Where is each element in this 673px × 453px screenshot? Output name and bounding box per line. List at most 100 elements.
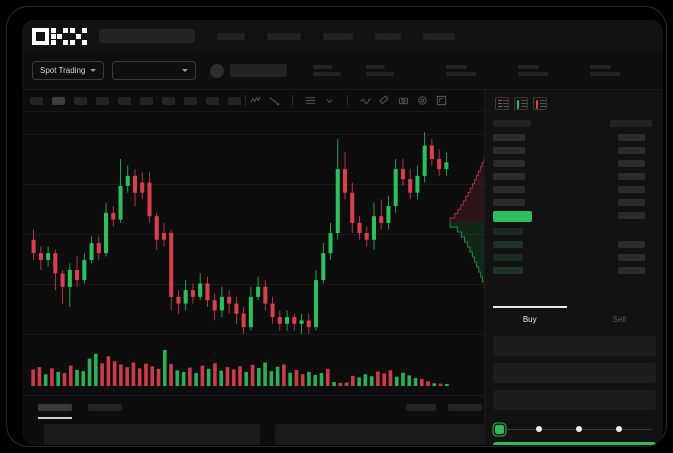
bottom-tab-1[interactable] bbox=[38, 404, 72, 419]
chart-gridlines bbox=[22, 112, 484, 395]
timeframe-2[interactable] bbox=[52, 96, 65, 105]
bid-price[interactable] bbox=[493, 228, 523, 235]
orderbook-trade-panel: Buy Sell bbox=[484, 90, 663, 445]
orderbook-rows[interactable] bbox=[485, 116, 663, 306]
last-price-amount bbox=[618, 212, 645, 219]
ticker-stat-5 bbox=[590, 65, 621, 76]
nav-items bbox=[217, 32, 455, 40]
ask-price[interactable] bbox=[493, 186, 525, 193]
timeframe-7[interactable] bbox=[162, 96, 175, 105]
orders-action-1[interactable] bbox=[406, 404, 436, 411]
chevron-down-icon bbox=[182, 69, 189, 72]
order-row-2 bbox=[275, 424, 484, 445]
last-price-value bbox=[230, 64, 288, 77]
tab-sell-label: Sell bbox=[612, 314, 626, 324]
chevron-down-icon[interactable] bbox=[324, 95, 335, 106]
logo-x-glyph bbox=[70, 27, 87, 45]
slider-step-75[interactable] bbox=[616, 426, 622, 432]
ask-amount bbox=[618, 134, 645, 141]
logo-o-glyph bbox=[32, 28, 49, 45]
camera-icon[interactable] bbox=[398, 95, 409, 106]
order-price-input[interactable] bbox=[493, 336, 656, 356]
timeframe-8[interactable] bbox=[184, 96, 197, 105]
timeframe-10[interactable] bbox=[228, 96, 241, 105]
app-screen: Spot Trading bbox=[22, 20, 663, 445]
bid-price[interactable] bbox=[493, 241, 523, 248]
depth-chart-overlay bbox=[449, 157, 484, 288]
nav-item-4[interactable] bbox=[375, 32, 401, 40]
bid-price[interactable] bbox=[493, 267, 523, 274]
ask-price[interactable] bbox=[493, 134, 525, 141]
order-amount-input[interactable] bbox=[493, 363, 656, 383]
fibonacci-icon[interactable] bbox=[305, 95, 316, 106]
slider-step-50[interactable] bbox=[576, 426, 582, 432]
fullscreen-icon[interactable] bbox=[436, 95, 447, 106]
chevron-down-icon bbox=[90, 69, 97, 72]
price-chart-panel[interactable] bbox=[22, 112, 484, 395]
tab-buy[interactable]: Buy bbox=[485, 306, 575, 332]
nav-item-1[interactable] bbox=[217, 32, 245, 40]
global-search-input[interactable] bbox=[99, 29, 195, 43]
chart-tools bbox=[250, 95, 447, 106]
volume-histogram bbox=[31, 350, 449, 386]
market-type-selector[interactable]: Spot Trading bbox=[32, 61, 105, 80]
ask-price[interactable] bbox=[493, 160, 525, 167]
orderbook-last-price bbox=[493, 211, 532, 222]
timeframe-4[interactable] bbox=[96, 96, 109, 105]
slider-step-25[interactable] bbox=[536, 426, 542, 432]
timeframe-9[interactable] bbox=[206, 96, 219, 105]
order-form bbox=[485, 332, 663, 420]
ticker-stats bbox=[313, 65, 395, 76]
timeframe-5[interactable] bbox=[118, 96, 131, 105]
nav-item-2[interactable] bbox=[267, 32, 301, 40]
place-buy-order-button[interactable] bbox=[493, 442, 656, 445]
pair-summary bbox=[210, 63, 288, 78]
logo-k-glyph bbox=[51, 27, 68, 45]
line-chart-icon[interactable] bbox=[250, 95, 261, 106]
bid-amount bbox=[618, 267, 645, 274]
bid-price[interactable] bbox=[493, 254, 523, 261]
asks-only-icon[interactable] bbox=[533, 96, 547, 110]
amount-percent-slider[interactable] bbox=[495, 424, 654, 436]
orderbook-col-price bbox=[493, 120, 531, 127]
ticker-bar: Spot Trading bbox=[22, 52, 663, 90]
bottom-tab-2[interactable] bbox=[88, 404, 122, 411]
orders-panel bbox=[22, 395, 484, 445]
timeframe-3[interactable] bbox=[74, 96, 87, 105]
both-sides-icon[interactable] bbox=[495, 96, 509, 110]
settings-gear-icon[interactable] bbox=[417, 95, 428, 106]
nav-item-3[interactable] bbox=[323, 32, 353, 40]
timeframe-1[interactable] bbox=[30, 96, 43, 105]
timeframe-6[interactable] bbox=[140, 96, 153, 105]
trend-line-icon[interactable] bbox=[269, 95, 280, 106]
toolbar-divider bbox=[245, 95, 246, 106]
toolbar-divider bbox=[292, 95, 293, 106]
order-row-1 bbox=[44, 424, 260, 445]
wave-icon[interactable] bbox=[360, 95, 371, 106]
bid-amount bbox=[618, 241, 645, 248]
ruler-icon[interactable] bbox=[379, 95, 390, 106]
ask-amount bbox=[618, 199, 645, 206]
coin-avatar bbox=[210, 63, 225, 78]
tab-sell[interactable]: Sell bbox=[575, 306, 664, 332]
buy-sell-tabs: Buy Sell bbox=[485, 306, 663, 332]
ask-price[interactable] bbox=[493, 199, 525, 206]
nav-item-5[interactable] bbox=[423, 32, 455, 40]
timeframe-buttons bbox=[30, 96, 241, 105]
toolbar-divider bbox=[347, 95, 348, 106]
market-type-label: Spot Trading bbox=[40, 66, 86, 75]
orders-action-2[interactable] bbox=[448, 404, 482, 411]
slider-handle[interactable] bbox=[495, 425, 504, 434]
ask-amount bbox=[618, 186, 645, 193]
ask-price[interactable] bbox=[493, 147, 525, 154]
ask-price[interactable] bbox=[493, 173, 525, 180]
trading-pair-selector[interactable] bbox=[112, 61, 197, 80]
ask-amount bbox=[618, 173, 645, 180]
device-bezel: Spot Trading bbox=[6, 6, 667, 447]
order-total-input[interactable] bbox=[493, 390, 656, 410]
top-navigation-bar bbox=[22, 20, 663, 52]
ask-amount bbox=[618, 160, 645, 167]
okx-logo[interactable] bbox=[32, 27, 87, 45]
bids-only-icon[interactable] bbox=[514, 96, 528, 110]
